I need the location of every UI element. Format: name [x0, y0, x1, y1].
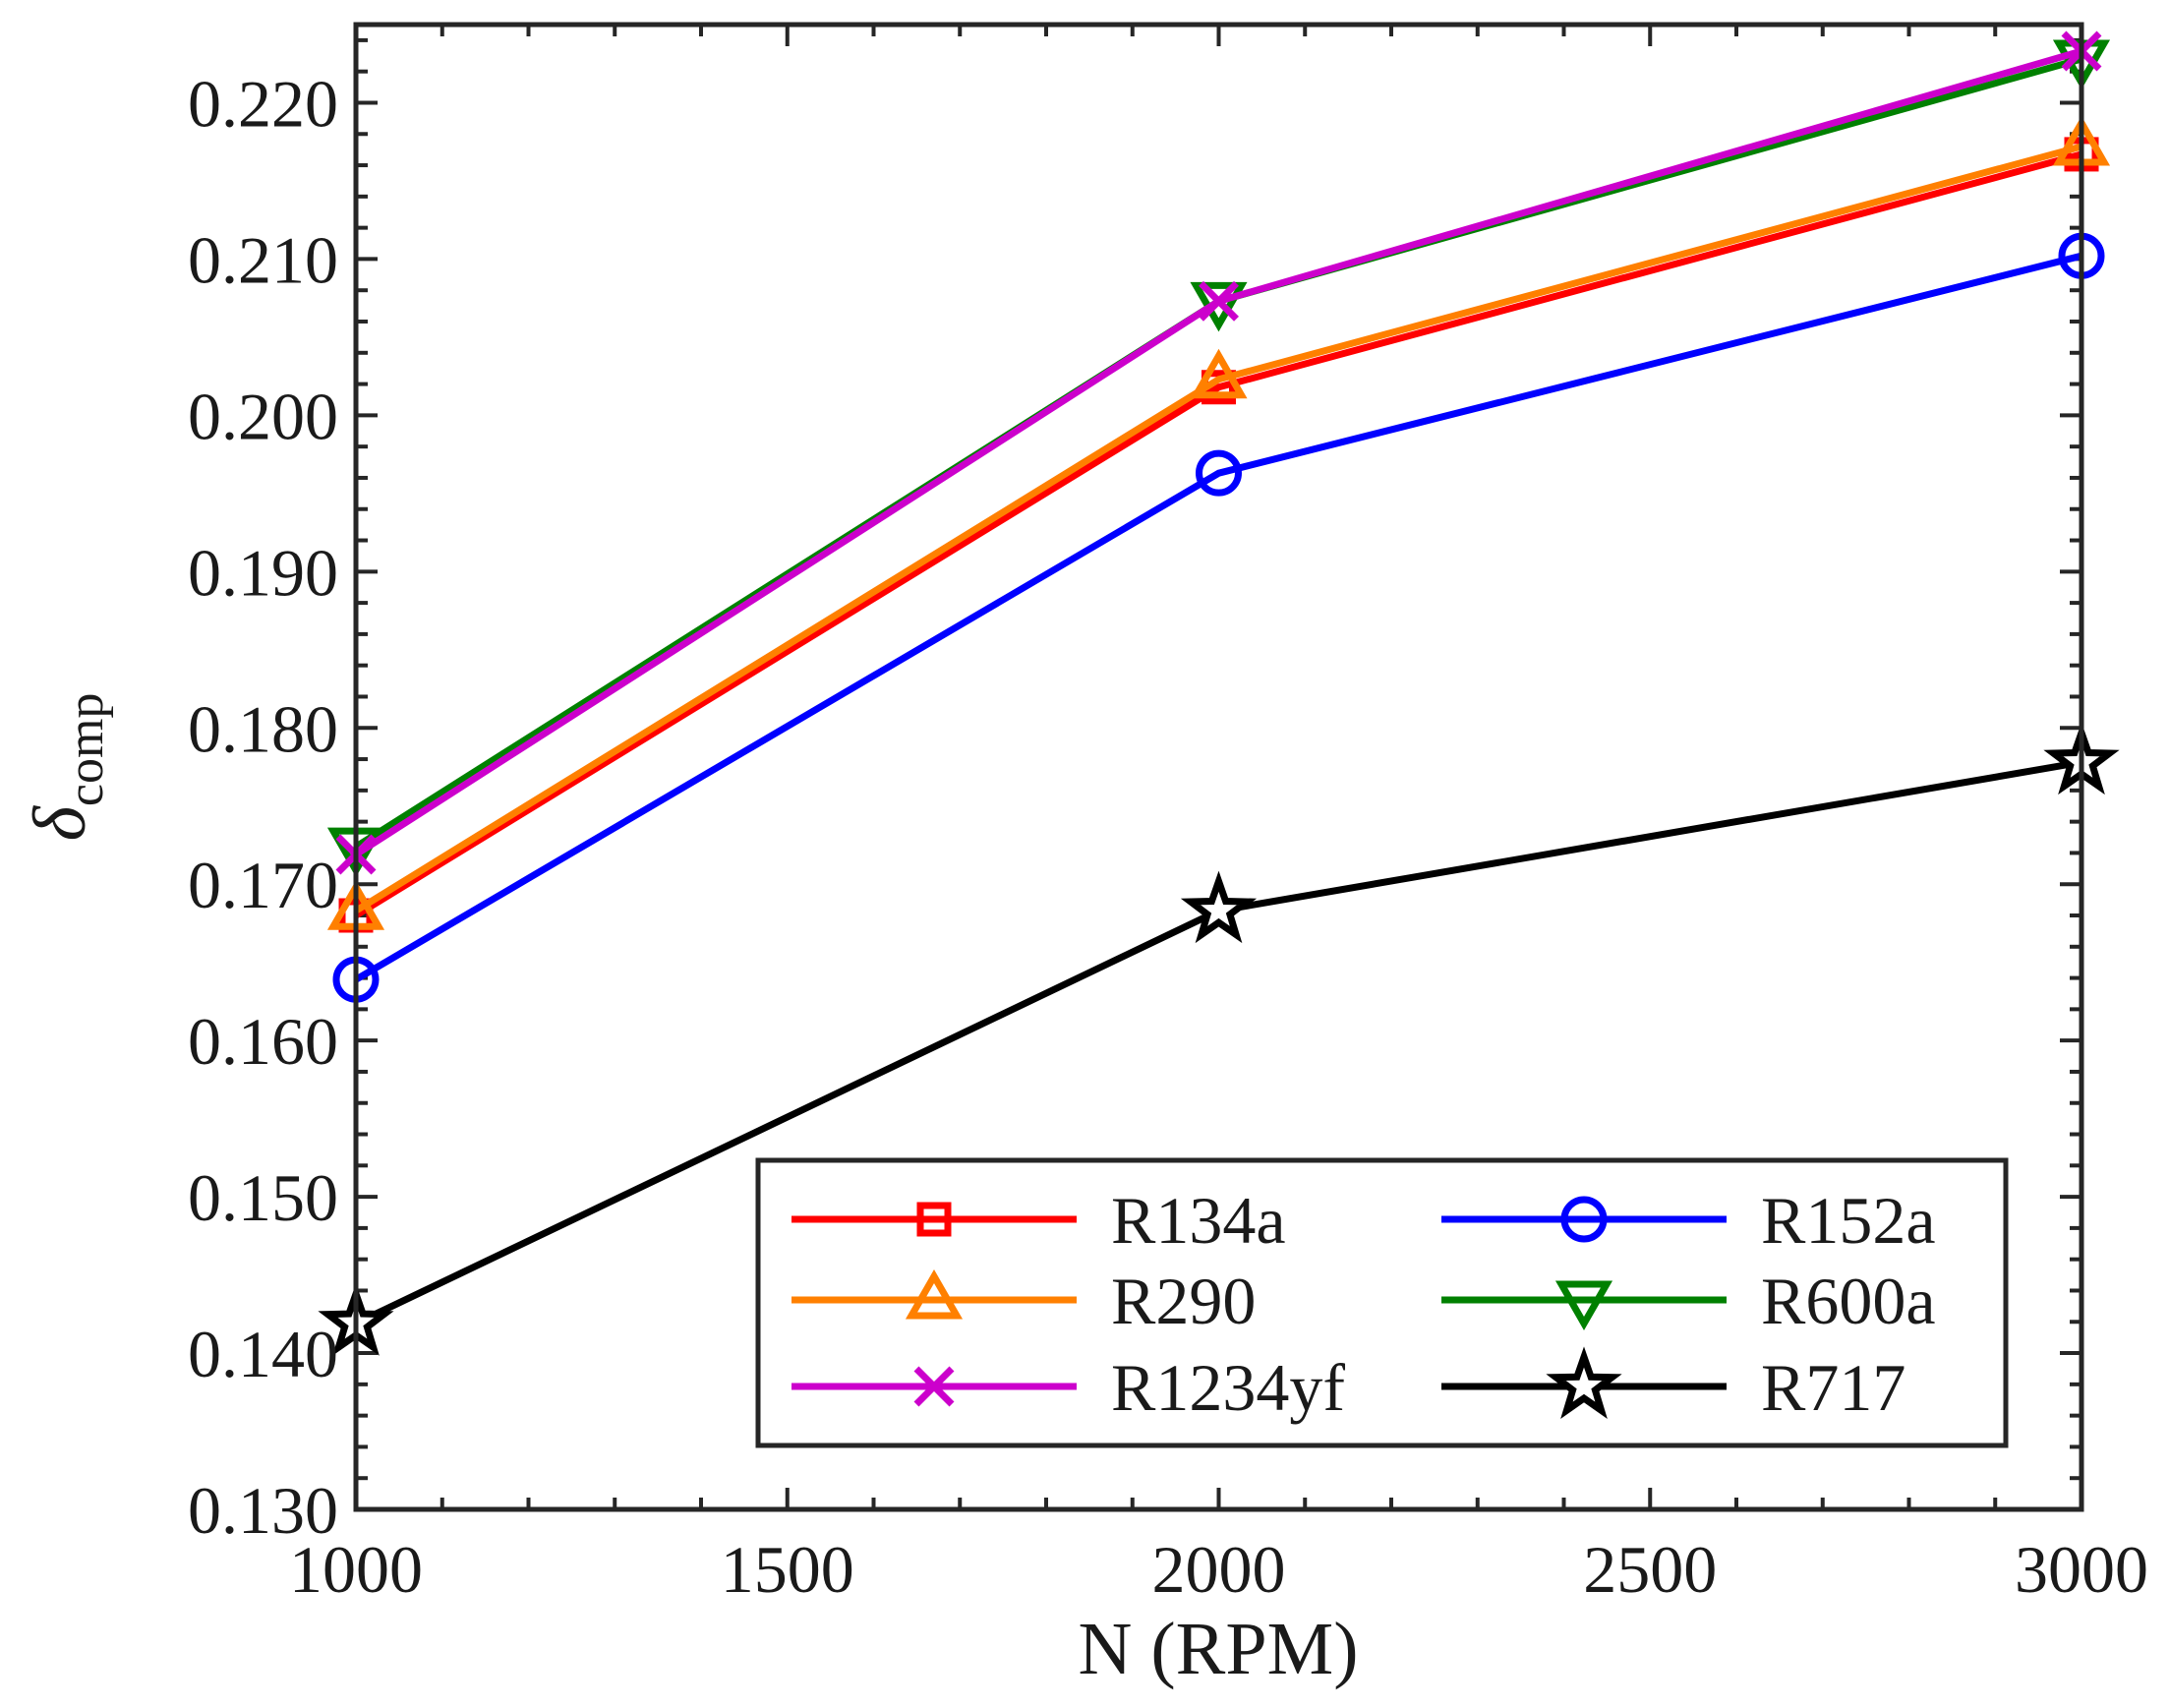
y-tick-label: 0.150	[188, 1160, 338, 1235]
legend-label-r290: R290	[1111, 1264, 1256, 1338]
legend-item-r1234yf: R1234yf	[791, 1350, 1345, 1425]
legend-label-r1234yf: R1234yf	[1111, 1350, 1345, 1425]
legend-item-r290: R290	[791, 1264, 1256, 1338]
series-line-r152a	[354, 252, 2082, 983]
x-tick-label: 2000	[1152, 1532, 1286, 1607]
y-tick-label: 0.180	[188, 691, 338, 766]
legend-marker-r600a	[1554, 1280, 1613, 1331]
data-point-r290	[1190, 348, 1248, 399]
y-axis-title-main: δ	[19, 804, 101, 841]
legend-item-r600a: R600a	[1441, 1264, 1936, 1338]
x-tick-label: 1000	[289, 1532, 423, 1607]
legend-label-r600a: R600a	[1761, 1264, 1936, 1338]
x-axis-title: N (RPM)	[1078, 1608, 1358, 1690]
legend-label-r134a: R134a	[1111, 1183, 1286, 1258]
x-tick-label: 2500	[1583, 1532, 1717, 1607]
x-tick-label: 3000	[2015, 1532, 2148, 1607]
y-tick-label: 0.160	[188, 1004, 338, 1079]
series-layer	[318, 30, 2120, 1356]
data-point-r152a	[1196, 449, 1242, 497]
x-tick-labels: 1000 1500 2000 2500 3000	[289, 1532, 2148, 1607]
series-line-r134a	[354, 150, 2082, 918]
y-tick-label: 0.190	[188, 535, 338, 610]
legend-marker-r152a	[1560, 1196, 1608, 1243]
y-tick-label: 0.130	[188, 1473, 338, 1548]
series-line-r290	[354, 143, 2082, 914]
y-axis-title-sub: comp	[58, 693, 114, 807]
legend-marker-r1234yf	[913, 1366, 955, 1407]
data-point-r1234yf	[1199, 280, 1239, 322]
legend-item-r134a: R134a	[791, 1183, 1286, 1258]
plot-frame	[353, 22, 2084, 1512]
y-tick-label: 0.220	[188, 66, 338, 141]
legend-item-r152a: R152a	[1441, 1183, 1936, 1258]
legend-marker-r290	[905, 1268, 964, 1320]
svg-text:δcomp: δcomp	[19, 693, 114, 842]
legend-marker-r717	[1546, 1346, 1622, 1419]
y-tick-label: 0.200	[188, 379, 338, 453]
legend-label-r152a: R152a	[1761, 1183, 1936, 1258]
legend-marker-r134a	[916, 1202, 952, 1237]
y-tick-label: 0.140	[188, 1317, 338, 1391]
y-tick-label: 0.210	[188, 222, 338, 297]
data-point-r717	[1180, 870, 1258, 944]
x-tick-label: 1500	[721, 1532, 854, 1607]
y-tick-label: 0.170	[188, 848, 338, 922]
y-axis-title: δcomp	[19, 693, 114, 842]
legend-item-r717: R717	[1441, 1346, 1905, 1425]
legend: R134a R152a R290 R600a R1234yf R717	[755, 1157, 2009, 1448]
y-tick-labels: 0.130 0.140 0.150 0.160 0.170 0.180 0.190 0.200…	[188, 66, 338, 1548]
legend-label-r717: R717	[1761, 1350, 1905, 1425]
